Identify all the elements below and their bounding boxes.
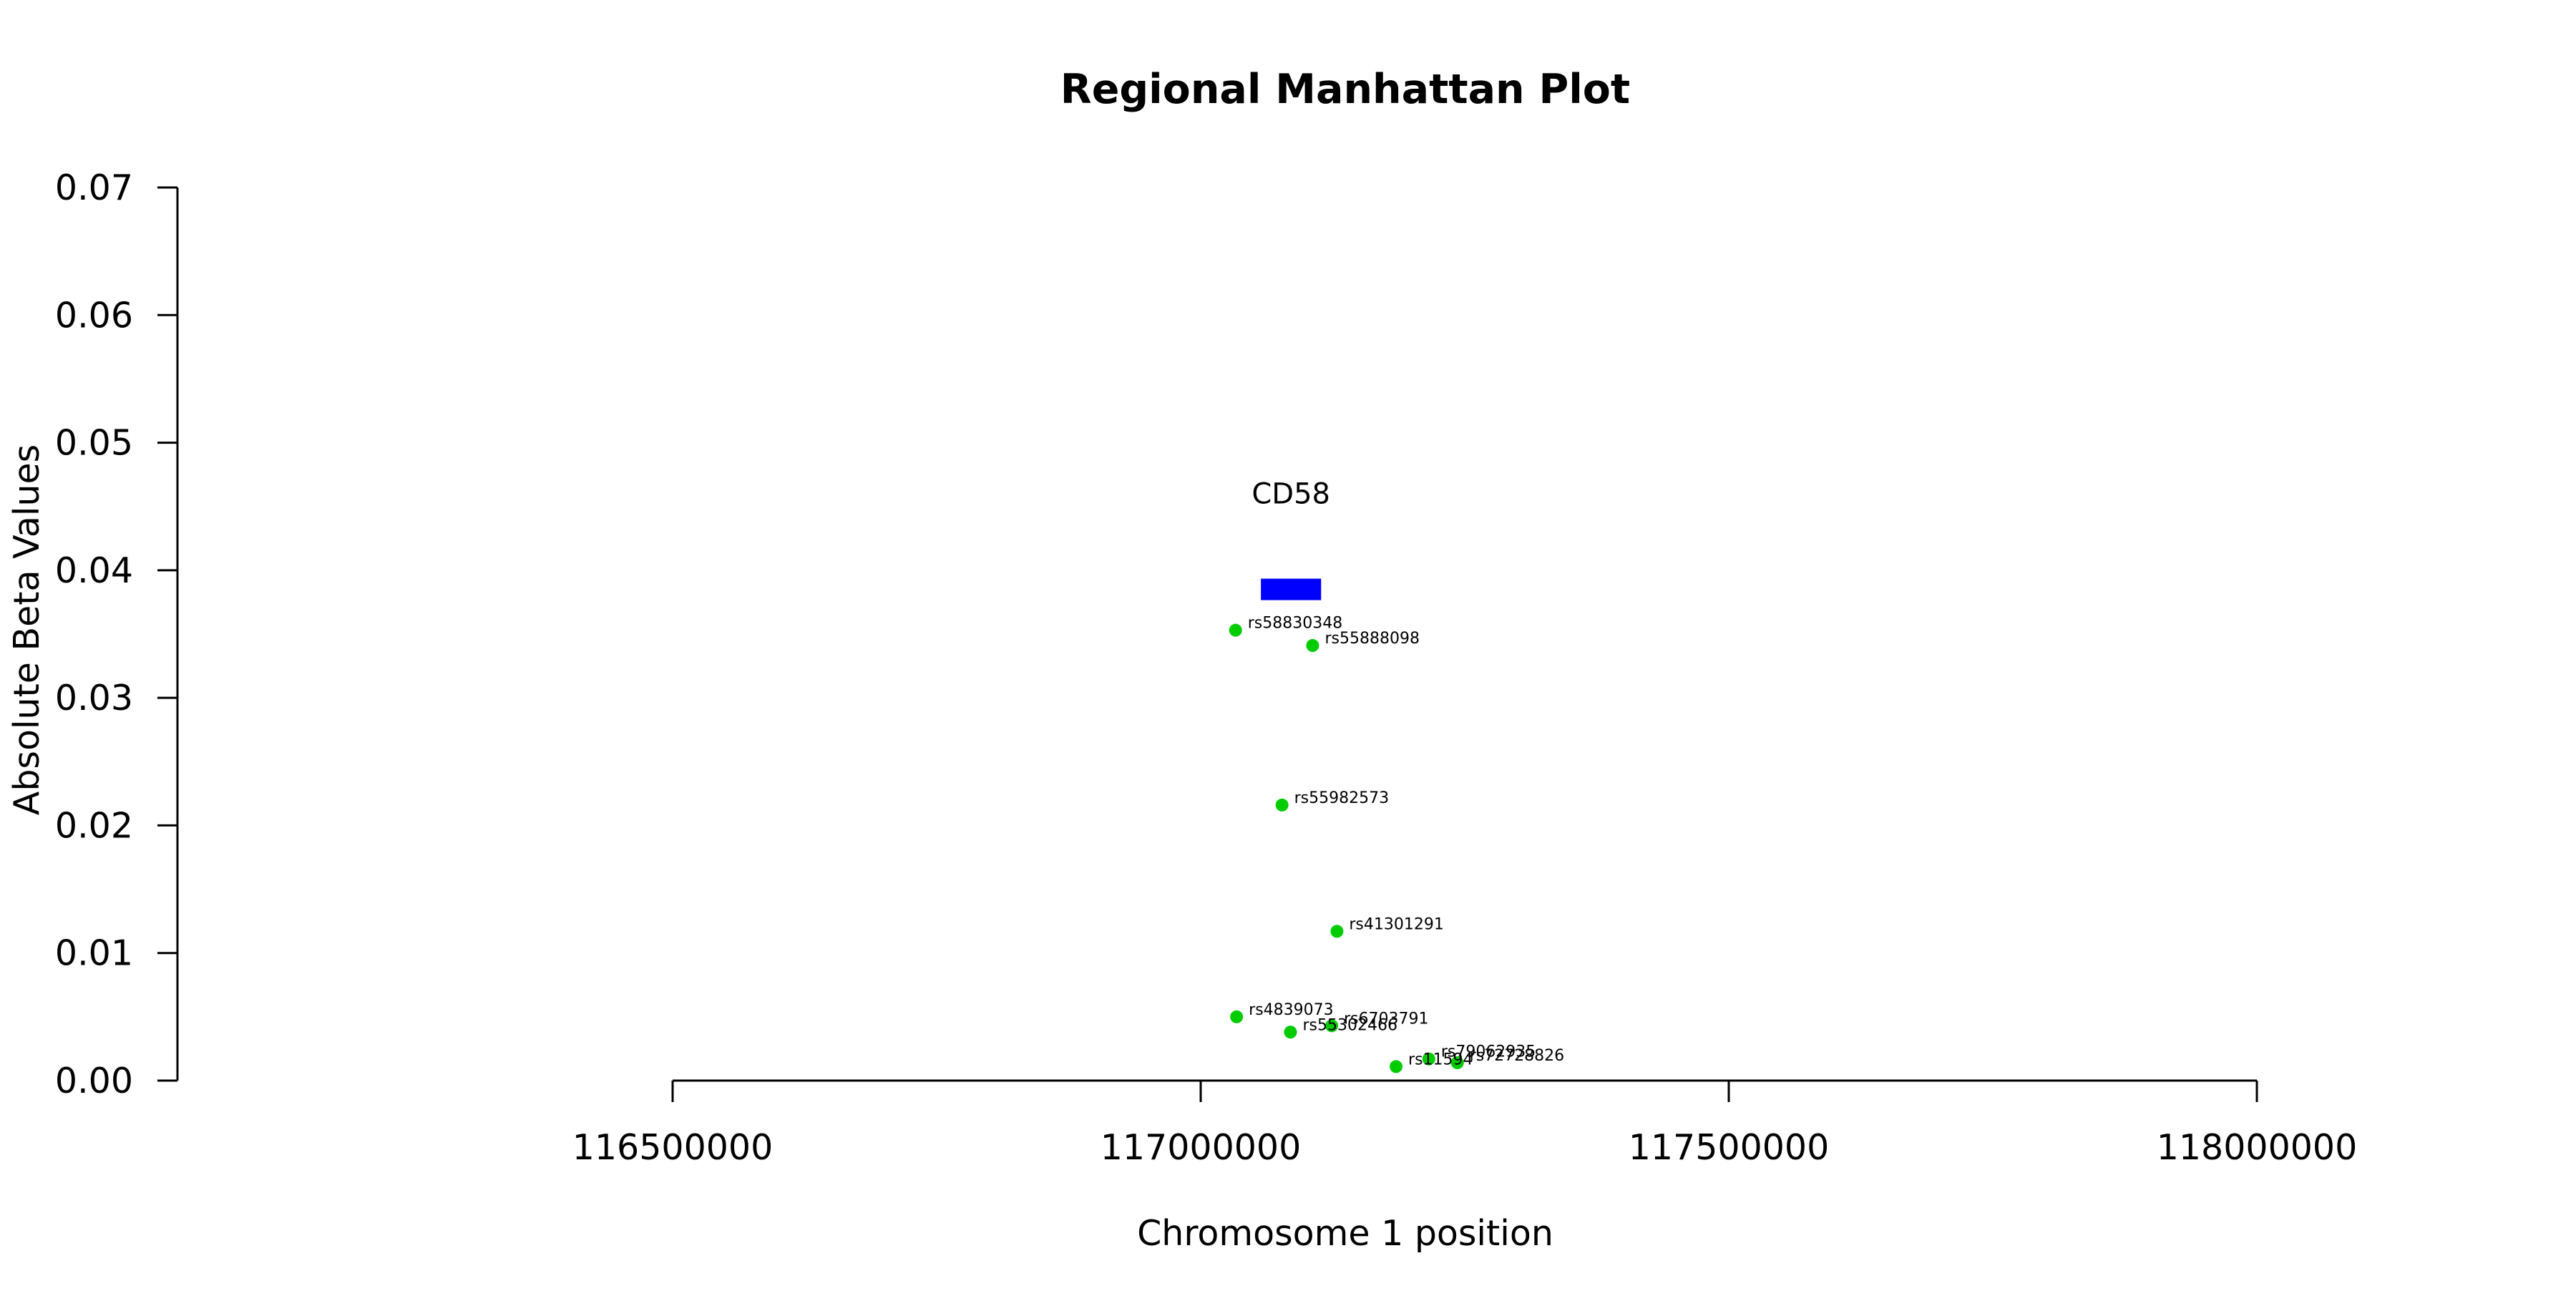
y-tick-label: 0.05 [55,423,133,464]
y-tick-label: 0.01 [55,933,133,974]
y-tick-label: 0.04 [55,550,133,591]
axes: 0.00 0.01 0.02 0.03 0.04 0.05 0.06 0.07 11650000… [55,167,2357,1168]
snp-point [1390,1060,1403,1073]
gene-label: CD58 [1252,478,1330,511]
snp-point [1325,1019,1339,1033]
snp-label: rs55888098 [1324,630,1419,648]
snp-point [1229,623,1242,637]
snp-label: rs58830348 [1248,615,1342,633]
snp-point [1422,1052,1435,1066]
snp-label: rs72728826 [1470,1047,1564,1065]
y-tick-label: 0.07 [55,167,133,208]
x-tick-label: 118000000 [2157,1127,2358,1168]
x-axis-label: Chromosome 1 position [1137,1213,1553,1254]
snp-point [1284,1026,1297,1039]
gene-layer: CD58 [1252,478,1330,600]
snp-point [1330,925,1344,938]
y-axis-label: Absolute Beta Values [6,444,47,815]
y-tick-label: 0.00 [55,1061,133,1101]
snp-label: rs55982573 [1294,789,1389,807]
snp-label: rs41301291 [1349,915,1443,933]
snp-label: rs4839073 [1249,1001,1334,1019]
snp-point [1230,1010,1244,1023]
chart-title: Regional Manhattan Plot [1060,66,1630,113]
y-tick-label: 0.03 [55,678,133,718]
snp-point [1450,1056,1464,1070]
x-tick-label: 116500000 [572,1127,774,1168]
snp-label: rs11594 [1408,1051,1473,1068]
snp-point [1275,798,1289,812]
snp-point [1306,639,1319,653]
snp-label: rs6703791 [1344,1010,1429,1028]
x-tick-label: 117000000 [1101,1127,1302,1168]
x-tick-label: 117500000 [1629,1127,1830,1168]
snp-label: rs55302466 [1302,1016,1397,1034]
y-tick-label: 0.02 [55,805,133,846]
y-tick-label: 0.06 [55,295,133,336]
gene-bar-cd58 [1261,578,1322,600]
